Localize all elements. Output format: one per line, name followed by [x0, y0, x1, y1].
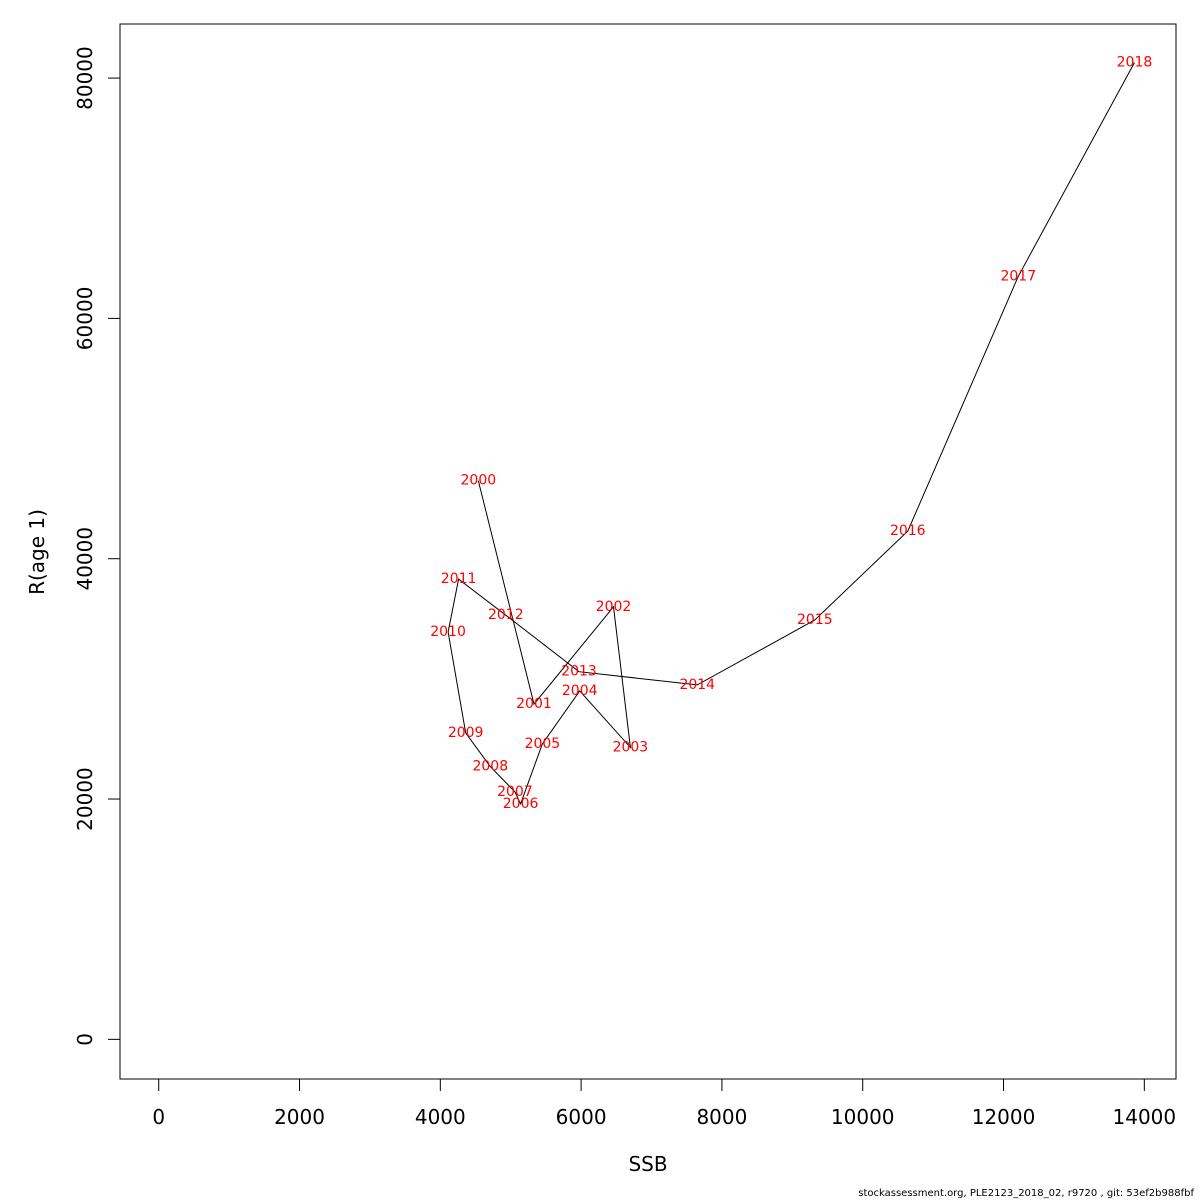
x-tick-label: 14000: [1113, 1105, 1177, 1129]
year-label-2014: 2014: [679, 677, 715, 693]
series-line: [447, 62, 1135, 806]
year-label-2005: 2005: [525, 736, 561, 752]
x-tick-label: 4000: [415, 1105, 466, 1129]
y-tick-label: 40000: [73, 527, 97, 591]
y-tick-label: 0: [73, 1033, 97, 1046]
year-label-2017: 2017: [1000, 268, 1036, 284]
year-label-2011: 2011: [441, 571, 477, 587]
y-tick-label: 60000: [73, 287, 97, 351]
sr-trajectory-line: [447, 62, 1135, 806]
year-label-2018: 2018: [1117, 54, 1153, 70]
plot-frame: [119, 23, 1177, 1080]
year-label-2008: 2008: [472, 759, 508, 775]
year-label-2009: 2009: [448, 725, 484, 741]
y-axis-title: R(age 1): [25, 509, 49, 595]
x-tick-label: 0: [152, 1105, 165, 1129]
x-tick-label: 6000: [556, 1105, 607, 1129]
year-label-2001: 2001: [516, 696, 552, 712]
year-label-2006: 2006: [503, 796, 539, 812]
x-tick-label: 2000: [274, 1105, 325, 1129]
year-label-2003: 2003: [613, 739, 649, 755]
x-tick-label: 10000: [831, 1105, 895, 1129]
year-label-2004: 2004: [562, 683, 598, 699]
x-axis-title: SSB: [628, 1152, 667, 1176]
year-label-2010: 2010: [430, 624, 466, 640]
year-label-2002: 2002: [596, 599, 632, 615]
y-tick-label: 80000: [73, 46, 97, 110]
y-axis: 0 20000 40000 60000 80000: [73, 46, 121, 1046]
x-tick-label: 8000: [696, 1105, 747, 1129]
x-axis: 0 2000 4000 6000 8000 10000 12000 14000: [152, 1078, 1177, 1129]
year-label-2016: 2016: [890, 523, 926, 539]
footer-credit: stockassessment.org, PLE2123_2018_02, r9…: [858, 1188, 1194, 1199]
year-label-2012: 2012: [488, 607, 524, 623]
y-tick-label: 20000: [73, 767, 97, 831]
year-label-2015: 2015: [797, 612, 833, 628]
year-label-2013: 2013: [561, 664, 597, 680]
x-tick-label: 12000: [972, 1105, 1036, 1129]
year-label-2000: 2000: [461, 473, 497, 489]
year-label-2007: 2007: [497, 784, 533, 800]
